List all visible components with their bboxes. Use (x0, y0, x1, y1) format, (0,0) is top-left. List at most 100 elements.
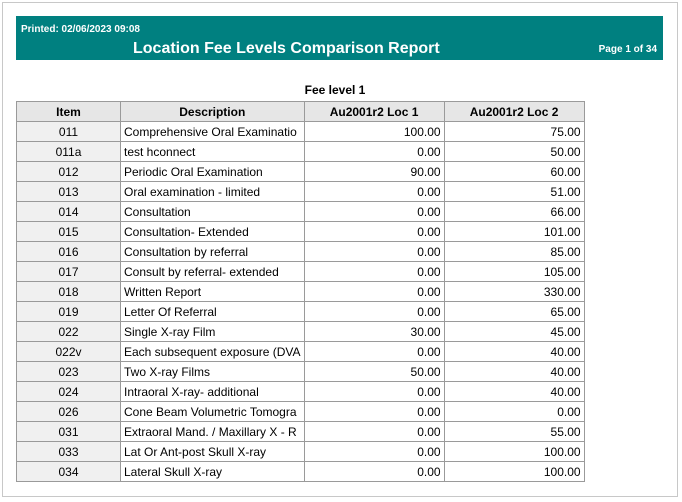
description-cell: Cone Beam Volumetric Tomogra (120, 401, 305, 422)
description-cell: Intraoral X-ray- additional (120, 381, 305, 402)
loc2-fee-cell: 66.00 (443, 201, 585, 222)
column-header-loc2: Au2001r2 Loc 2 (443, 101, 585, 122)
loc2-fee-cell: 100.00 (443, 461, 585, 482)
report-header-banner: Printed: 02/06/2023 09:08 Location Fee L… (16, 16, 663, 60)
table-row: 026 Cone Beam Volumetric Tomogra 0.00 0.00 (16, 401, 585, 422)
loc1-fee-cell: 0.00 (303, 141, 445, 162)
loc2-fee-cell: 51.00 (443, 181, 585, 202)
item-code-cell: 033 (16, 441, 121, 462)
description-cell: Single X-ray Film (120, 321, 305, 342)
table-body: 011 Comprehensive Oral Examinatio 100.00 75… (16, 121, 585, 482)
loc2-fee-cell: 50.00 (443, 141, 585, 162)
loc1-fee-cell: 100.00 (303, 121, 445, 142)
item-code-cell: 019 (16, 301, 121, 322)
column-header-loc1: Au2001r2 Loc 1 (303, 101, 445, 122)
item-code-cell: 023 (16, 361, 121, 382)
table-row: 031 Extraoral Mand. / Maxillary X - R 0.00… (16, 421, 585, 442)
item-code-cell: 022 (16, 321, 121, 342)
loc1-fee-cell: 90.00 (303, 161, 445, 182)
description-cell: Lateral Skull X-ray (120, 461, 305, 482)
description-cell: Two X-ray Films (120, 361, 305, 382)
loc1-fee-cell: 0.00 (303, 421, 445, 442)
table-header-row: Item Description Au2001r2 Loc 1 Au2001r2… (16, 101, 585, 122)
description-cell: Written Report (120, 281, 305, 302)
item-code-cell: 015 (16, 221, 121, 242)
loc1-fee-cell: 0.00 (303, 381, 445, 402)
loc1-fee-cell: 0.00 (303, 401, 445, 422)
fee-comparison-table: Item Description Au2001r2 Loc 1 Au2001r2… (16, 101, 585, 482)
item-code-cell: 016 (16, 241, 121, 262)
table-row: 022v Each subsequent exposure (DVA 0.00 40.… (16, 341, 585, 362)
description-cell: Periodic Oral Examination (120, 161, 305, 182)
loc2-fee-cell: 65.00 (443, 301, 585, 322)
loc2-fee-cell: 45.00 (443, 321, 585, 342)
loc2-fee-cell: 60.00 (443, 161, 585, 182)
page-number: Page 1 of 34 (598, 44, 657, 55)
loc2-fee-cell: 101.00 (443, 221, 585, 242)
table-row: 018 Written Report 0.00 330.00 (16, 281, 585, 302)
item-code-cell: 011 (16, 121, 121, 142)
loc1-fee-cell: 0.00 (303, 441, 445, 462)
description-cell: Oral examination - limited (120, 181, 305, 202)
table-row: 012 Periodic Oral Examination 90.00 60.00 (16, 161, 585, 182)
item-code-cell: 022v (16, 341, 121, 362)
loc2-fee-cell: 100.00 (443, 441, 585, 462)
description-cell: test hconnect (120, 141, 305, 162)
description-cell: Extraoral Mand. / Maxillary X - R (120, 421, 305, 442)
loc2-fee-cell: 85.00 (443, 241, 585, 262)
loc2-fee-cell: 75.00 (443, 121, 585, 142)
item-code-cell: 018 (16, 281, 121, 302)
loc1-fee-cell: 30.00 (303, 321, 445, 342)
table-row: 022 Single X-ray Film 30.00 45.00 (16, 321, 585, 342)
table-row: 023 Two X-ray Films 50.00 40.00 (16, 361, 585, 382)
loc2-fee-cell: 55.00 (443, 421, 585, 442)
description-cell: Lat Or Ant-post Skull X-ray (120, 441, 305, 462)
item-code-cell: 034 (16, 461, 121, 482)
loc2-fee-cell: 40.00 (443, 341, 585, 362)
loc1-fee-cell: 0.00 (303, 341, 445, 362)
table-row: 016 Consultation by referral 0.00 85.00 (16, 241, 585, 262)
item-code-cell: 024 (16, 381, 121, 402)
item-code-cell: 026 (16, 401, 121, 422)
description-cell: Consultation (120, 201, 305, 222)
table-row: 024 Intraoral X-ray- additional 0.00 40.00 (16, 381, 585, 402)
table-row: 013 Oral examination - limited 0.00 51.00 (16, 181, 585, 202)
report-title: Location Fee Levels Comparison Report (133, 40, 440, 57)
item-code-cell: 011a (16, 141, 121, 162)
item-code-cell: 014 (16, 201, 121, 222)
printed-timestamp: Printed: 02/06/2023 09:08 (21, 24, 140, 35)
table-row: 019 Letter Of Referral 0.00 65.00 (16, 301, 585, 322)
loc1-fee-cell: 0.00 (303, 281, 445, 302)
loc1-fee-cell: 0.00 (303, 461, 445, 482)
loc2-fee-cell: 330.00 (443, 281, 585, 302)
fee-level-heading-row: Fee level 1 (16, 83, 583, 97)
table-row: 017 Consult by referral- extended 0.00 105.… (16, 261, 585, 282)
table-row: 015 Consultation- Extended 0.00 101.00 (16, 221, 585, 242)
loc2-fee-cell: 40.00 (443, 361, 585, 382)
description-cell: Consultation by referral (120, 241, 305, 262)
description-cell: Consult by referral- extended (120, 261, 305, 282)
report-page: Printed: 02/06/2023 09:08 Location Fee L… (2, 2, 678, 497)
column-header-item: Item (16, 101, 121, 122)
table-row: 033 Lat Or Ant-post Skull X-ray 0.00 100.00 (16, 441, 585, 462)
loc1-fee-cell: 0.00 (303, 261, 445, 282)
loc1-fee-cell: 0.00 (303, 181, 445, 202)
item-code-cell: 017 (16, 261, 121, 282)
loc2-fee-cell: 40.00 (443, 381, 585, 402)
description-cell: Comprehensive Oral Examinatio (120, 121, 305, 142)
loc1-fee-cell: 0.00 (303, 301, 445, 322)
column-header-description: Description (120, 101, 305, 122)
description-cell: Letter Of Referral (120, 301, 305, 322)
loc2-fee-cell: 105.00 (443, 261, 585, 282)
table-row: 011 Comprehensive Oral Examinatio 100.00 75… (16, 121, 585, 142)
loc1-fee-cell: 0.00 (303, 221, 445, 242)
loc1-fee-cell: 0.00 (303, 241, 445, 262)
loc1-fee-cell: 50.00 (303, 361, 445, 382)
description-cell: Consultation- Extended (120, 221, 305, 242)
table-row: 011a test hconnect 0.00 50.00 (16, 141, 585, 162)
item-code-cell: 012 (16, 161, 121, 182)
item-code-cell: 031 (16, 421, 121, 442)
loc2-fee-cell: 0.00 (443, 401, 585, 422)
description-cell: Each subsequent exposure (DVA (120, 341, 305, 362)
table-row: 034 Lateral Skull X-ray 0.00 100.00 (16, 461, 585, 482)
